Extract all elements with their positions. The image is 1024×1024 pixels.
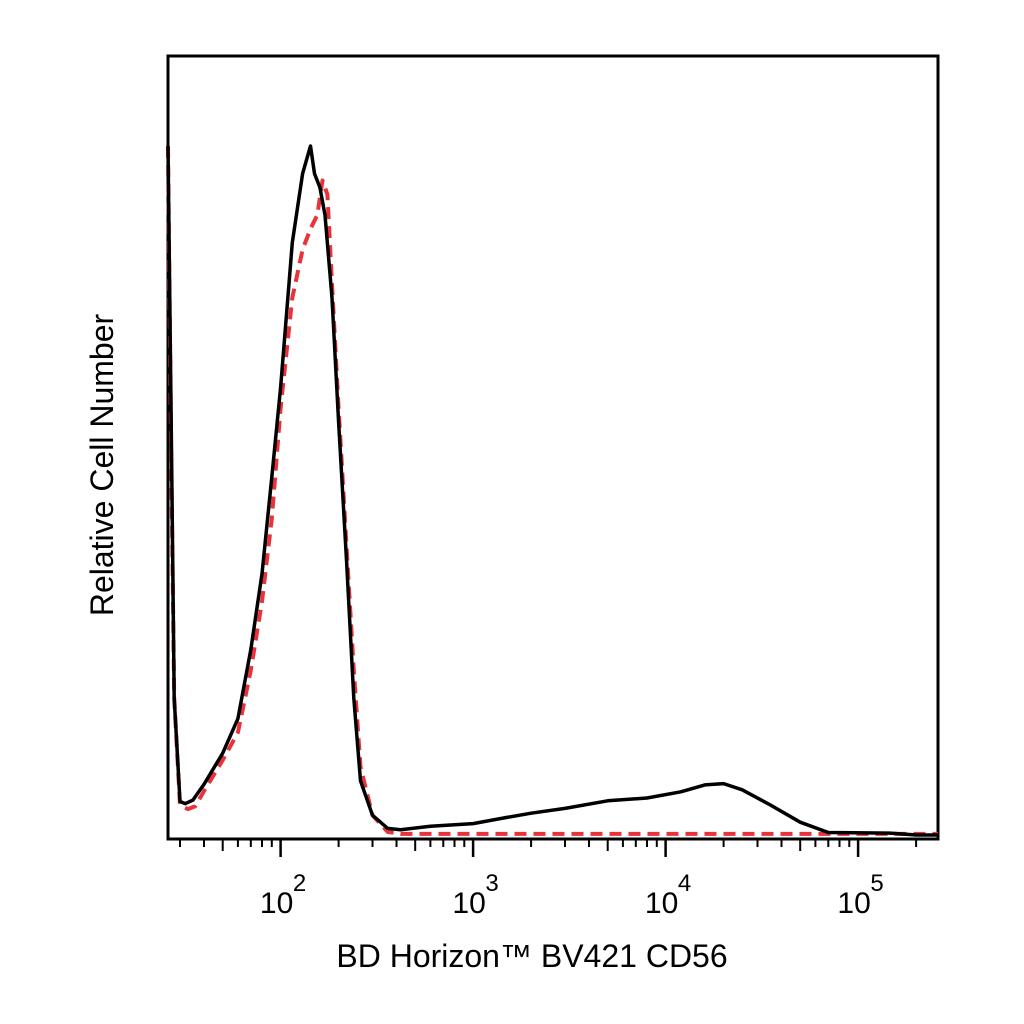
x-tick-base: 10 [452, 887, 485, 920]
x-tick-label-4: 104 [645, 870, 691, 920]
x-tick-base: 10 [260, 887, 293, 920]
x-tick-label-3: 103 [452, 870, 498, 920]
x-tick-base: 10 [645, 887, 678, 920]
x-tick-label-2: 102 [260, 870, 306, 920]
series-layer [166, 144, 938, 837]
series-line-stained [166, 144, 938, 837]
y-axis-title: Relative Cell Number [84, 313, 120, 616]
x-axis-ticks [179, 839, 918, 857]
x-axis-tick-labels: 102103104105106 [260, 870, 884, 920]
plot-frame [166, 54, 940, 841]
x-axis-title: BD Horizon™ BV421 CD56 [336, 938, 727, 974]
x-tick-exponent: 4 [678, 870, 691, 897]
series-line-control [166, 145, 938, 836]
x-tick-base: 10 [837, 887, 870, 920]
x-tick-exponent: 2 [293, 870, 306, 897]
x-tick-label-5: 105 [837, 870, 883, 920]
x-tick-exponent: 3 [485, 870, 498, 897]
x-tick-exponent: 5 [870, 870, 883, 897]
